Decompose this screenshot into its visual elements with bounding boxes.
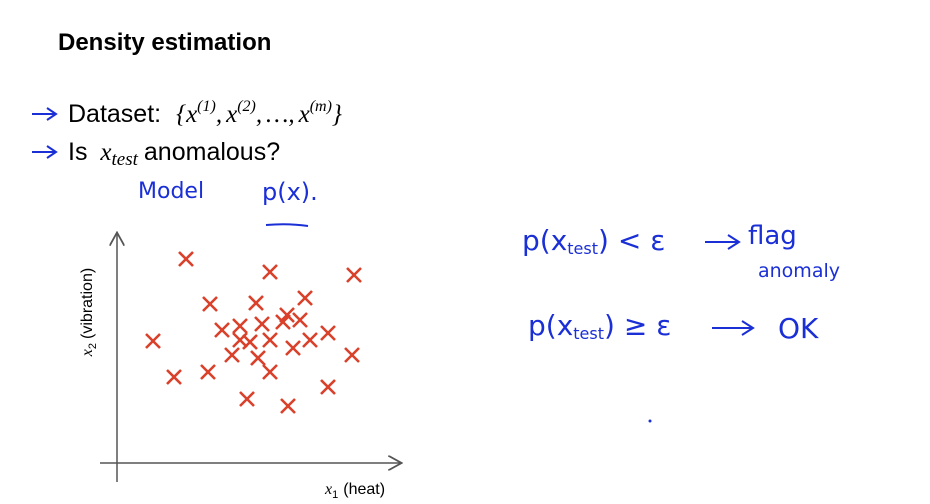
cross-stroke (320, 325, 336, 341)
cross (320, 379, 336, 395)
cross-stroke (202, 296, 218, 312)
cross-stroke (346, 267, 362, 283)
cross (145, 333, 161, 349)
cross-stroke (145, 333, 161, 349)
cross (200, 364, 216, 380)
cross-stroke (200, 364, 216, 380)
cross-stroke (232, 332, 248, 348)
cross (346, 267, 362, 283)
cross-stroke (224, 347, 240, 363)
cross (232, 332, 248, 348)
rule-result: anomaly (758, 260, 840, 282)
cross (344, 347, 360, 363)
cross (280, 398, 296, 414)
cross (214, 322, 230, 338)
cross (292, 312, 308, 328)
cross-stroke (280, 398, 296, 414)
slide-title: Density estimation (58, 29, 271, 56)
bullet-arrow (32, 107, 58, 121)
cross (297, 290, 313, 306)
y-axis-label: x2(vibration) (79, 268, 99, 357)
cross-stroke (297, 290, 313, 306)
cross-stroke (262, 332, 278, 348)
dot (648, 419, 652, 423)
cross (262, 332, 278, 348)
cross (250, 350, 266, 366)
cross (262, 364, 278, 380)
cross-stroke (239, 391, 255, 407)
cross (285, 340, 301, 356)
cross-stroke (275, 314, 291, 330)
cross-stroke (178, 251, 194, 267)
cross (320, 325, 336, 341)
rule-arrow (705, 234, 741, 250)
handwritten-note: Model (138, 179, 204, 204)
cross-stroke (344, 347, 360, 363)
cross-stroke (262, 364, 278, 380)
cross-stroke (292, 312, 308, 328)
cross (166, 369, 182, 385)
bullet: Is xtest anomalous? (68, 138, 280, 170)
cross-stroke (320, 379, 336, 395)
cross-stroke (166, 369, 182, 385)
rule-arrow (712, 320, 755, 336)
bullet: Dataset: {x(1), x(2),…, x(m)} (68, 98, 342, 128)
rule-condition: p(xtest) ≥ ε (528, 309, 671, 343)
cross (232, 318, 248, 334)
cross (202, 296, 218, 312)
cross-stroke (250, 350, 266, 366)
cross-stroke (285, 340, 301, 356)
cross-stroke (248, 295, 264, 311)
cross (239, 391, 255, 407)
cross (302, 332, 318, 348)
cross (248, 295, 264, 311)
rule-result: flag (748, 221, 797, 251)
points (145, 251, 362, 414)
cross-stroke (262, 264, 278, 280)
cross (178, 251, 194, 267)
underline (265, 223, 309, 227)
cross-stroke (302, 332, 318, 348)
cross-stroke (214, 322, 230, 338)
cross (262, 264, 278, 280)
cross (254, 316, 270, 332)
cross-stroke (254, 316, 270, 332)
handwritten-note: p(x). (262, 178, 318, 206)
rule-condition: p(xtest) < ε (522, 224, 665, 258)
cross-stroke (232, 318, 248, 334)
rule-result: OK (778, 312, 819, 345)
cross (224, 347, 240, 363)
cross (275, 314, 291, 330)
x-axis-label: x1 (heat) (324, 481, 385, 501)
bullet-arrow (32, 145, 58, 159)
